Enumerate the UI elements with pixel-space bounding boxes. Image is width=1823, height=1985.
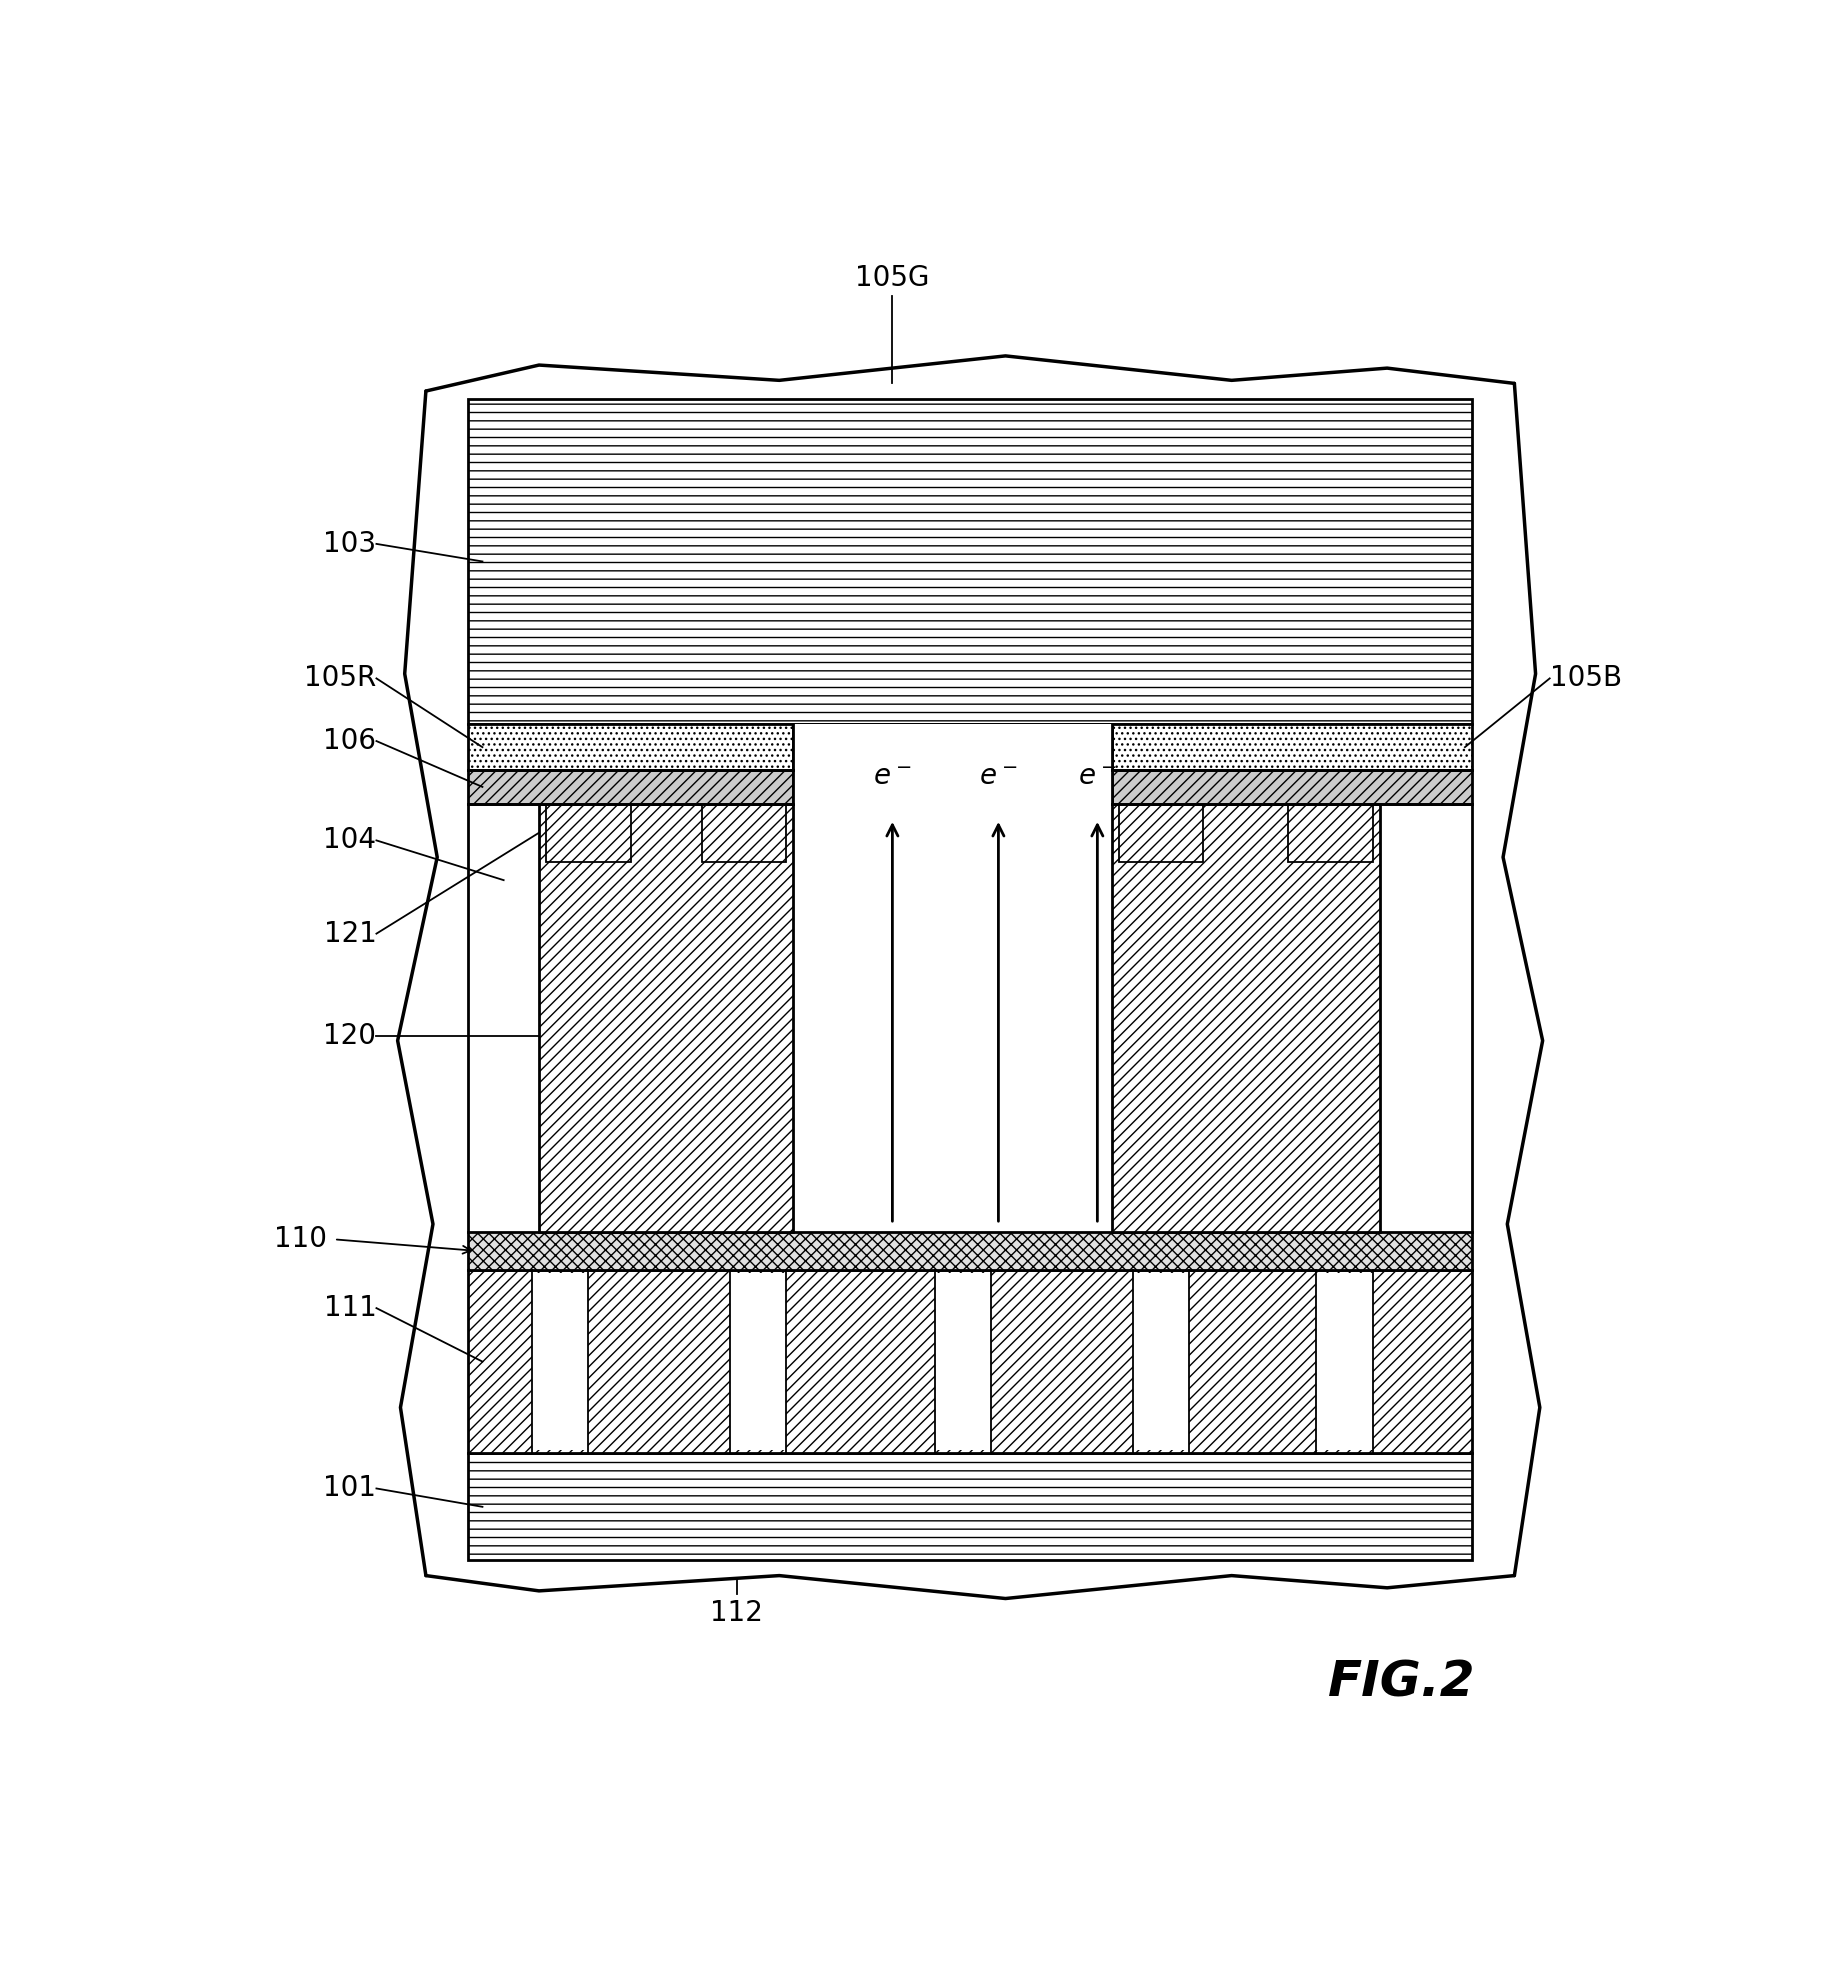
Bar bbox=[545, 804, 631, 861]
Text: FIG.2: FIG.2 bbox=[1327, 1659, 1475, 1707]
Bar bbox=[793, 725, 1110, 770]
Bar bbox=[469, 1231, 1471, 1270]
Bar bbox=[702, 804, 786, 861]
Bar bbox=[469, 1270, 1471, 1453]
Text: 105R: 105R bbox=[304, 665, 376, 693]
Bar bbox=[1316, 1272, 1373, 1451]
Bar bbox=[540, 804, 793, 1231]
Bar bbox=[1287, 804, 1373, 861]
Bar bbox=[935, 1272, 992, 1451]
Text: 120: 120 bbox=[323, 1022, 376, 1050]
Bar bbox=[469, 804, 1471, 1231]
Bar bbox=[1110, 804, 1380, 1231]
Text: $e^-$: $e^-$ bbox=[873, 764, 912, 792]
Bar bbox=[469, 725, 793, 770]
Text: 101: 101 bbox=[323, 1475, 376, 1503]
Bar bbox=[1117, 804, 1203, 861]
Text: 121: 121 bbox=[323, 919, 376, 947]
Text: 103: 103 bbox=[323, 530, 376, 558]
Text: $e^-$: $e^-$ bbox=[979, 764, 1017, 792]
Text: 110: 110 bbox=[273, 1225, 326, 1253]
Text: 106: 106 bbox=[323, 727, 376, 754]
Bar bbox=[469, 399, 1471, 1560]
Text: 105G: 105G bbox=[855, 264, 930, 292]
Bar bbox=[469, 770, 793, 804]
Bar bbox=[1132, 1272, 1189, 1451]
Bar bbox=[793, 725, 1110, 770]
Text: 104: 104 bbox=[323, 826, 376, 854]
Bar bbox=[1110, 770, 1471, 804]
Text: 111: 111 bbox=[323, 1294, 376, 1322]
Bar bbox=[1380, 804, 1471, 1231]
Bar bbox=[469, 804, 540, 1231]
Bar bbox=[729, 1272, 786, 1451]
Bar bbox=[793, 770, 1110, 804]
Text: 105B: 105B bbox=[1550, 665, 1621, 693]
Bar bbox=[532, 1272, 589, 1451]
Text: 112: 112 bbox=[711, 1598, 762, 1626]
Bar bbox=[469, 1453, 1471, 1560]
Bar bbox=[1110, 725, 1471, 770]
Text: $e^-$: $e^-$ bbox=[1077, 764, 1116, 792]
Bar bbox=[469, 399, 1471, 725]
